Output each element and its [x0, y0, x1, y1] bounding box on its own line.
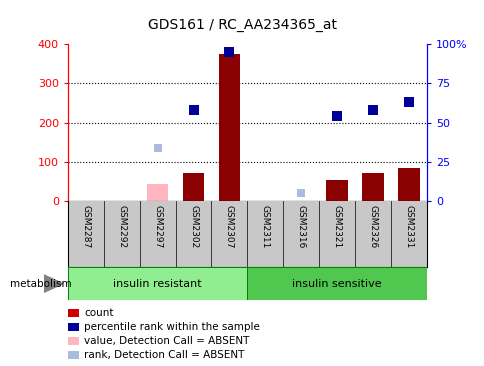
Text: GSM2326: GSM2326 — [368, 205, 377, 248]
Text: GSM2302: GSM2302 — [189, 205, 197, 248]
Text: GSM2297: GSM2297 — [153, 205, 162, 248]
Text: GSM2292: GSM2292 — [117, 205, 126, 248]
Bar — [147, 184, 168, 201]
Polygon shape — [44, 275, 63, 292]
Text: GSM2287: GSM2287 — [81, 205, 90, 248]
Point — [368, 107, 376, 113]
Text: rank, Detection Call = ABSENT: rank, Detection Call = ABSENT — [84, 350, 244, 360]
Point — [225, 49, 233, 55]
Text: GSM2311: GSM2311 — [260, 205, 269, 248]
Point — [297, 190, 304, 196]
Text: GDS161 / RC_AA234365_at: GDS161 / RC_AA234365_at — [148, 18, 336, 32]
Point — [153, 145, 161, 151]
Text: insulin sensitive: insulin sensitive — [292, 279, 381, 289]
Point — [189, 107, 197, 113]
Text: GSM2307: GSM2307 — [225, 205, 233, 248]
Text: insulin resistant: insulin resistant — [113, 279, 201, 289]
Bar — [326, 180, 347, 201]
Bar — [68, 267, 247, 300]
Bar — [182, 173, 204, 201]
Text: GSM2321: GSM2321 — [332, 205, 341, 248]
Bar — [218, 54, 240, 201]
Bar — [362, 173, 383, 201]
Text: GSM2316: GSM2316 — [296, 205, 305, 248]
Bar — [247, 267, 426, 300]
Text: percentile rank within the sample: percentile rank within the sample — [84, 322, 260, 332]
Text: GSM2331: GSM2331 — [404, 205, 412, 248]
Point — [333, 113, 340, 119]
Text: value, Detection Call = ABSENT: value, Detection Call = ABSENT — [84, 336, 249, 346]
Text: count: count — [84, 308, 114, 318]
Bar — [397, 168, 419, 201]
Point — [404, 99, 412, 105]
Text: metabolism: metabolism — [10, 279, 71, 289]
